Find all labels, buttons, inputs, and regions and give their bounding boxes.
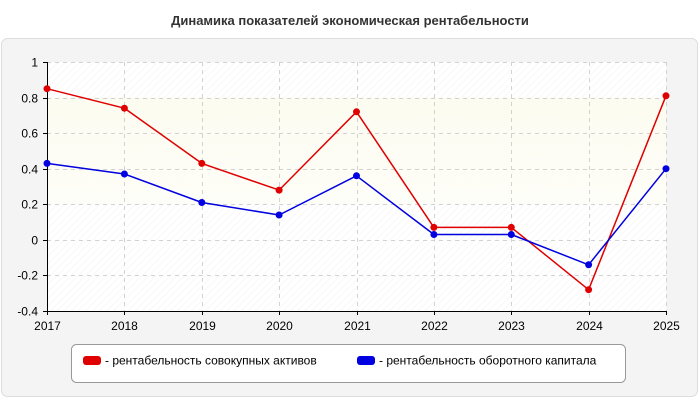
data-point[interactable] <box>662 165 670 173</box>
legend-box <box>71 344 626 383</box>
data-point[interactable] <box>275 211 283 219</box>
x-tick-labels: 2017 2018 2019 2020 2021 2022 2023 2024 2025 <box>34 319 680 333</box>
data-point[interactable] <box>430 231 438 238</box>
y-tick-label: 0.6 <box>21 127 38 141</box>
y-tick-label: 1 <box>31 56 38 70</box>
data-point[interactable] <box>43 159 51 167</box>
data-point[interactable] <box>43 85 51 93</box>
x-tick-label: 2022 <box>421 319 448 333</box>
y-tick-label: 0 <box>31 234 38 248</box>
x-tick-label: 2024 <box>576 319 603 333</box>
axes <box>43 62 667 315</box>
data-point[interactable] <box>353 172 360 180</box>
data-point[interactable] <box>507 231 515 238</box>
series-1 <box>43 85 670 294</box>
x-tick-label: 2025 <box>653 319 680 333</box>
data-point[interactable] <box>198 199 206 206</box>
data-point[interactable] <box>507 223 515 231</box>
y-tick-label: 0.8 <box>21 92 38 106</box>
x-tick-label: 2020 <box>266 319 293 333</box>
x-tick-label: 2017 <box>34 319 61 333</box>
y-tick-labels: -0.4 -0.2 0 0.2 0.4 0.6 0.8 1 <box>17 56 38 319</box>
legend-label-series-2: - рентабельность оборотного капитала <box>379 354 597 368</box>
data-point[interactable] <box>585 286 593 294</box>
data-point[interactable] <box>120 104 128 112</box>
y-tick-label: -0.2 <box>17 269 38 283</box>
data-point[interactable] <box>662 92 670 100</box>
legend-swatch-series-2 <box>357 356 375 365</box>
data-point[interactable] <box>120 170 128 178</box>
chart-title: Динамика показателей экономическая рента… <box>171 13 529 28</box>
legend: - рентабельность совокупных активов - ре… <box>71 344 626 383</box>
grid-lines <box>47 62 667 311</box>
x-tick-label: 2021 <box>344 319 371 333</box>
legend-label-series-1: - рентабельность совокупных активов <box>105 354 317 368</box>
plot-band <box>47 97 666 205</box>
series-2 <box>43 159 670 269</box>
y-tick-label: 0.2 <box>21 198 38 212</box>
data-point[interactable] <box>353 108 360 116</box>
legend-swatch-series-1 <box>83 356 101 365</box>
data-point[interactable] <box>430 223 438 231</box>
y-tick-label: 0.4 <box>21 163 38 177</box>
x-tick-label: 2019 <box>189 319 216 333</box>
data-point[interactable] <box>198 159 206 167</box>
x-tick-label: 2018 <box>111 319 138 333</box>
series-group <box>43 85 670 294</box>
data-point[interactable] <box>585 261 593 269</box>
y-tick-label: -0.4 <box>17 305 38 319</box>
x-tick-label: 2023 <box>498 319 525 333</box>
data-point[interactable] <box>275 186 283 194</box>
